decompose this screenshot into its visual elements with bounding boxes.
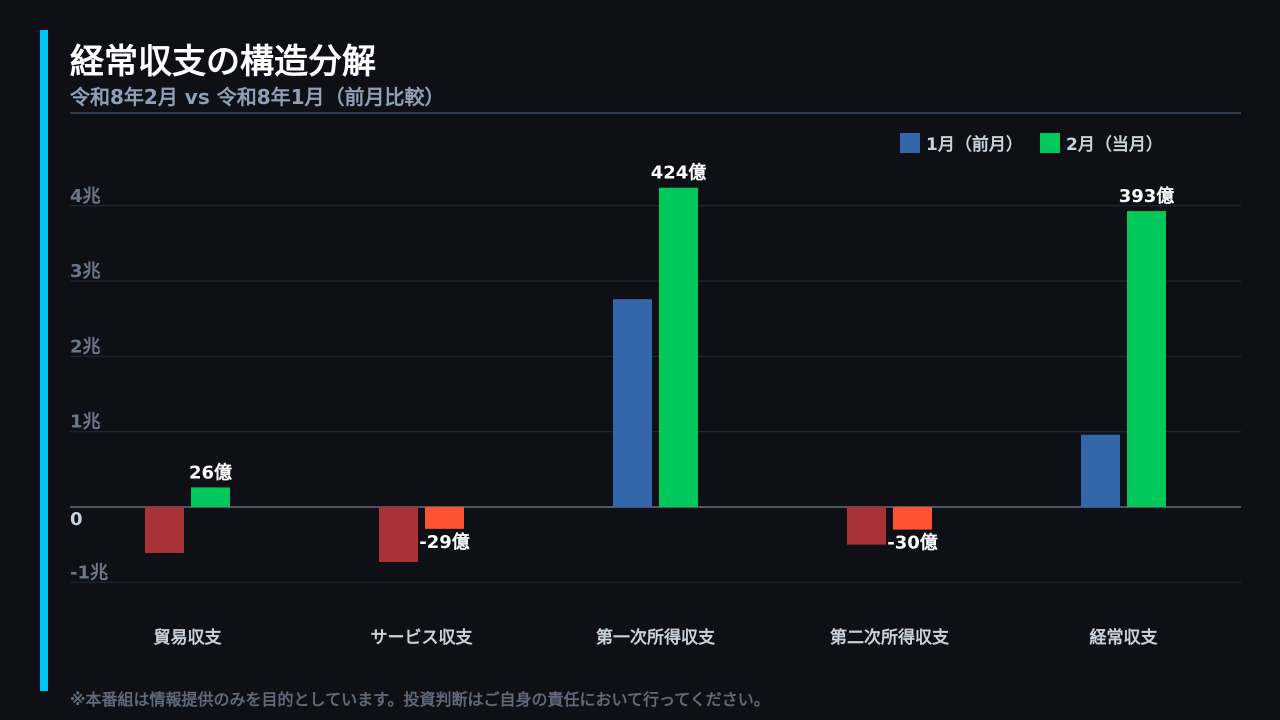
legend-label-curr: 2月（当月）	[1066, 135, 1163, 155]
bar-current-month	[659, 187, 698, 507]
bar-prev-month	[379, 507, 418, 562]
bar-prev-month	[1081, 434, 1120, 507]
data-label: -30億	[887, 532, 938, 554]
y-tick-label: 3兆	[70, 261, 101, 282]
title-divider	[70, 112, 1241, 114]
bar-current-month	[191, 487, 230, 507]
data-label: -29億	[419, 531, 470, 553]
legend-item-curr: 2月（当月）	[1040, 130, 1163, 155]
x-category-label: 貿易収支	[154, 627, 223, 648]
y-tick-label: 0	[70, 509, 83, 530]
legend-swatch-prev	[900, 132, 920, 153]
data-label: 393億	[1119, 185, 1175, 207]
x-category-label: 第一次所得収支	[596, 627, 716, 648]
data-label: 424億	[651, 162, 707, 184]
y-tick-label: 4兆	[70, 186, 101, 207]
bar-current-month	[1127, 211, 1166, 508]
legend-label-prev: 1月（前月）	[926, 135, 1023, 155]
bar-prev-month	[847, 507, 886, 545]
legend-swatch-curr	[1040, 132, 1060, 153]
y-tick-label: -1兆	[70, 562, 108, 583]
page-title: 経常収支の構造分解	[70, 42, 376, 82]
y-tick-label: 1兆	[70, 412, 101, 433]
bar-current-month	[893, 507, 932, 530]
accent-bar	[40, 30, 48, 691]
bar-current-month	[425, 507, 464, 529]
y-tick-label: 2兆	[70, 336, 101, 357]
page-subtitle: 令和8年2月 vs 令和8年1月（前月比較）	[70, 85, 445, 109]
disclaimer-footnote: ※本番組は情報提供のみを目的としています。投資判断はご自身の責任において行ってく…	[70, 690, 770, 709]
x-category-label: サービス収支	[371, 627, 474, 648]
bar-prev-month	[145, 507, 184, 553]
data-label: 26億	[189, 461, 232, 483]
legend-item-prev: 1月（前月）	[900, 130, 1023, 155]
x-category-label: 経常収支	[1090, 627, 1159, 648]
bar-prev-month	[613, 299, 652, 507]
x-category-label: 第二次所得収支	[830, 627, 950, 648]
